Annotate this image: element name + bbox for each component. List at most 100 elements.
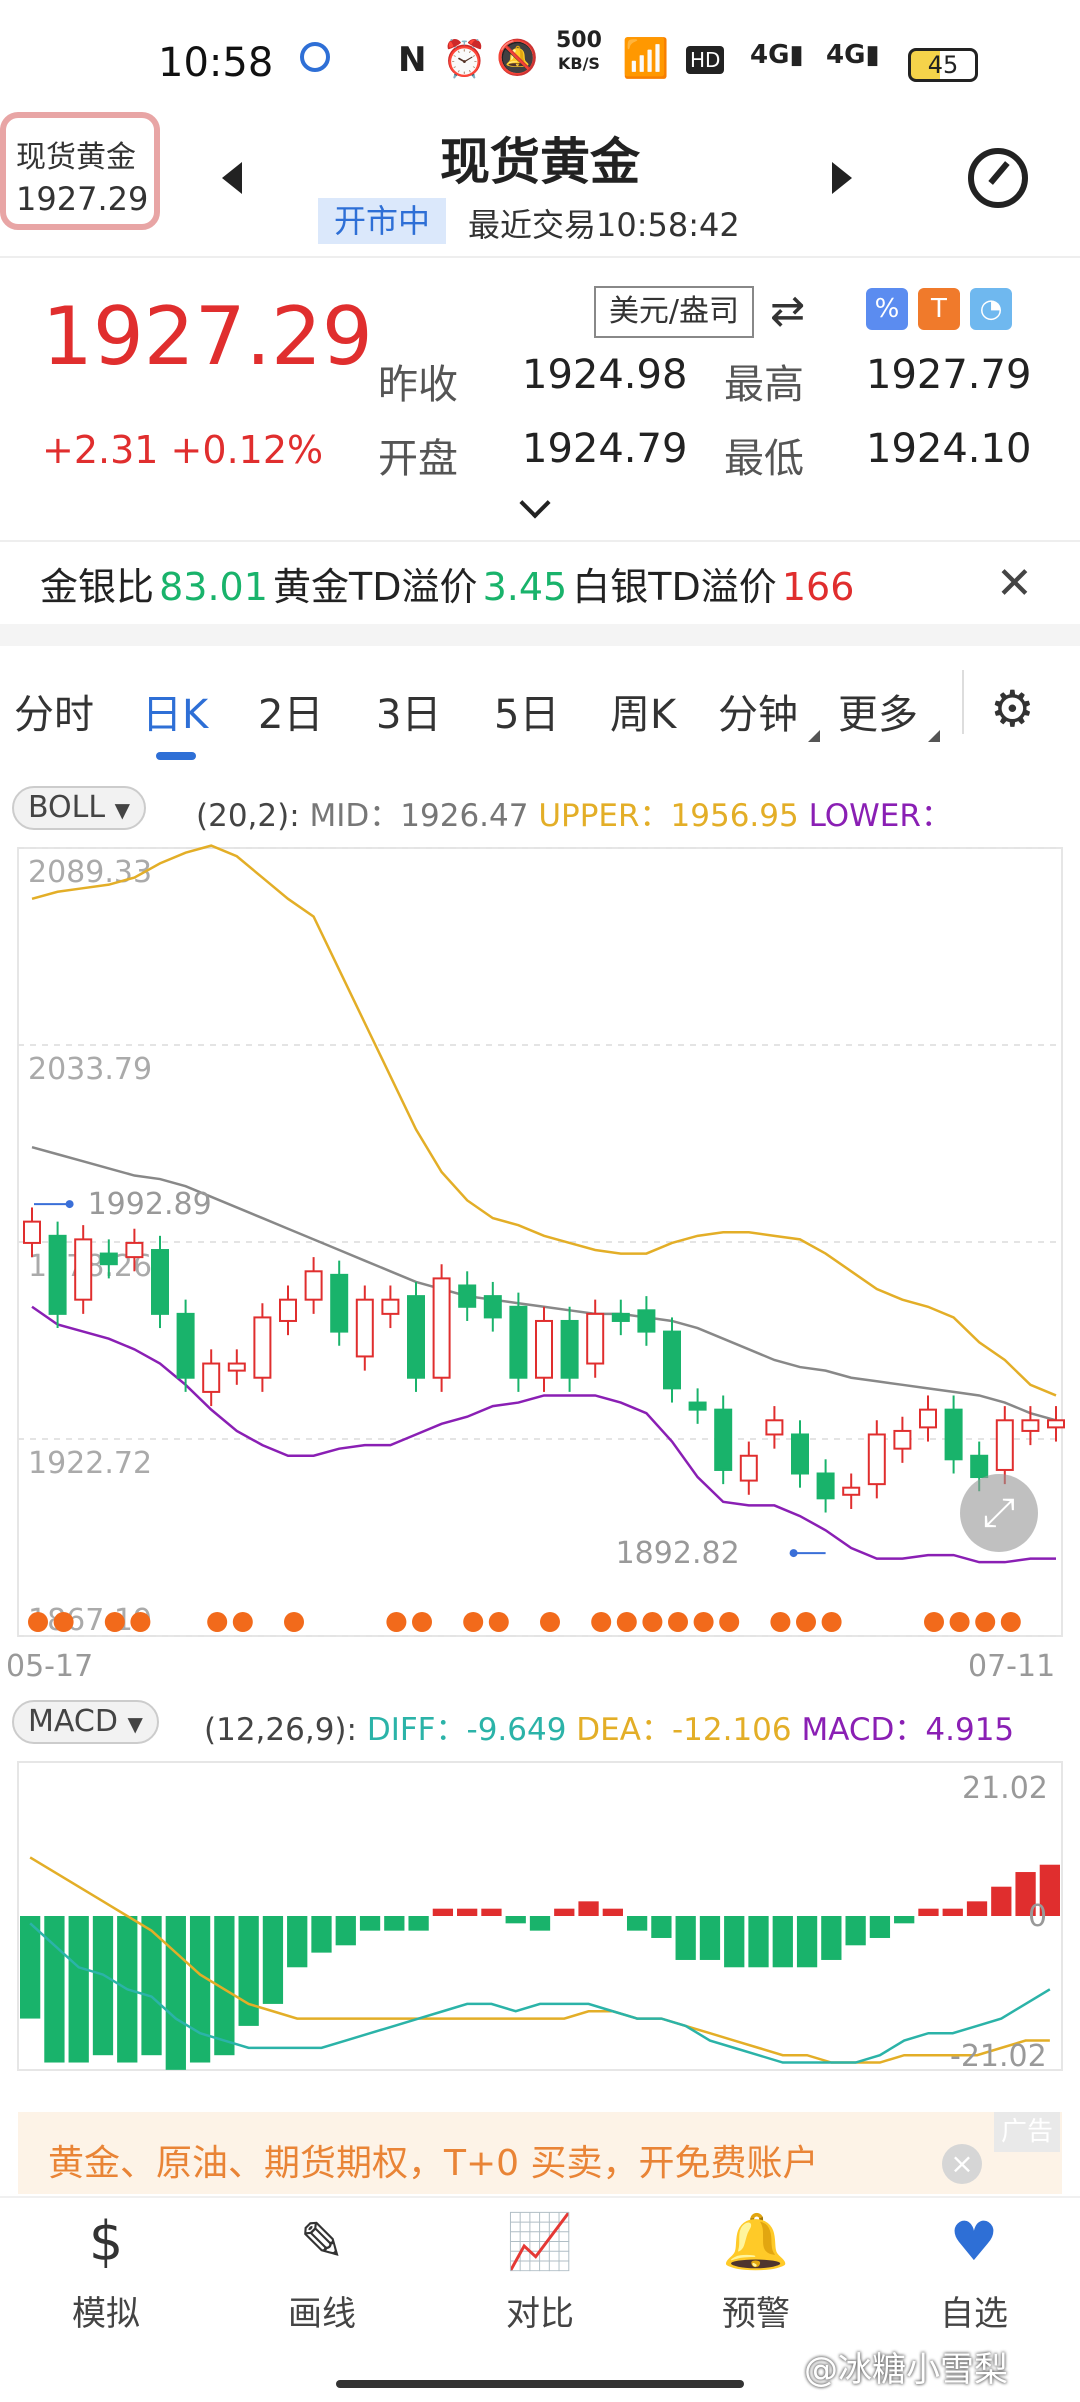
candle-body <box>381 1298 400 1315</box>
signal-dot <box>207 1612 228 1632</box>
prev-close-label: 昨收 <box>378 362 458 408</box>
candle-body <box>23 1220 41 1244</box>
percent-tool-icon[interactable]: % <box>866 288 908 330</box>
signal-dot <box>284 1612 304 1632</box>
expand-chevron-icon[interactable] <box>519 487 551 519</box>
settings-gear-icon[interactable]: ⚙ <box>990 680 1035 738</box>
min-price-label: 1892.82 <box>616 1536 740 1571</box>
candle-body <box>509 1305 528 1379</box>
candle-body <box>74 1238 93 1301</box>
macd-bar <box>894 1916 915 1924</box>
candle-body <box>560 1319 579 1379</box>
macd-bar <box>991 1886 1012 1916</box>
candle-body <box>944 1408 963 1461</box>
signal-4g-icon-1: 4G▮ <box>750 40 804 70</box>
boll-upper: UPPER：1956.95 <box>538 798 799 834</box>
signal-dot <box>53 1612 74 1632</box>
macd-bar <box>651 1916 672 1938</box>
signal-dot <box>949 1612 970 1632</box>
nav-simulate[interactable]: $ 模拟 <box>26 2210 186 2335</box>
tab-daily-k[interactable]: 日K <box>142 692 209 738</box>
candle-body <box>816 1472 835 1500</box>
net-speed: 500 KB/S <box>556 28 602 74</box>
nav-compare[interactable]: 📈 对比 <box>460 2210 620 2335</box>
macd-macd: MACD：4.915 <box>801 1712 1015 1748</box>
nav-alert[interactable]: 🔔 预警 <box>676 2210 836 2335</box>
candle-body <box>432 1277 451 1379</box>
last-trade-time: 最近交易10:58:42 <box>468 206 740 244</box>
close-icon[interactable]: ✕ <box>996 558 1033 609</box>
pie-tool-icon[interactable]: ◔ <box>970 288 1012 330</box>
swap-icon[interactable]: ⇄ <box>770 286 806 335</box>
fullscreen-expand-icon[interactable]: ⤢ <box>960 1474 1038 1552</box>
signal-dot <box>130 1612 151 1632</box>
macd-bar <box>262 1916 284 2004</box>
macd-bar <box>335 1916 356 1946</box>
macd-bar <box>529 1916 551 1931</box>
macd-bar <box>44 1916 65 2063</box>
tab-minute[interactable]: 分钟 <box>718 692 798 738</box>
macd-chip-label: MACD <box>28 1704 118 1739</box>
ad-text[interactable]: 黄金、原油、期货期权，T+0 买卖，开免费账户 <box>48 2143 819 2184</box>
macd-bar <box>384 1916 405 1931</box>
nav-watchlist[interactable]: ♥ 自选 <box>894 2210 1054 2335</box>
macd-chart[interactable]: 21.02 0 -21.02 <box>0 1750 1080 2080</box>
candle-body <box>151 1249 169 1315</box>
low-value: 1924.10 <box>866 426 1032 472</box>
tab-5day[interactable]: 5日 <box>494 692 560 738</box>
mini-quote-back-button[interactable]: 现货黄金 1927.29 <box>0 112 160 230</box>
macd-bar <box>821 1916 842 1960</box>
signal-dot <box>616 1612 637 1632</box>
signal-dot <box>591 1612 612 1632</box>
ratio-bar-text: 金银比 83.01 黄金TD溢价 3.45 白银TD溢价 166 <box>40 556 854 611</box>
macd-dea-line <box>29 1856 1050 2064</box>
candle-body <box>1021 1419 1040 1432</box>
open-value: 1924.79 <box>522 426 688 472</box>
kline-chart[interactable]: 2089.332033.791978.261922.721867.191992.… <box>0 830 1080 1690</box>
boll-indicator-chip[interactable]: BOLL ▼ <box>12 786 147 830</box>
candle-body <box>919 1408 937 1429</box>
boll-chip-caret-icon: ▼ <box>114 798 131 822</box>
macd-bar <box>68 1916 89 2063</box>
candle-body <box>765 1419 784 1436</box>
refresh-icon[interactable] <box>968 148 1028 208</box>
tower-tool-icon[interactable]: T <box>918 288 960 330</box>
tab-3day[interactable]: 3日 <box>376 692 442 738</box>
macd-bar <box>699 1916 721 1960</box>
tab-2day[interactable]: 2日 <box>258 692 324 738</box>
hd-icon: HD <box>686 46 725 74</box>
signal-dot <box>642 1612 663 1632</box>
tab-intraday[interactable]: 分时 <box>14 692 94 738</box>
macd-bar <box>457 1908 478 1916</box>
candle-body <box>688 1401 707 1411</box>
ad-banner[interactable] <box>18 2112 1062 2194</box>
change-value: +2.31 <box>42 428 159 472</box>
ratio-bar <box>0 540 1080 626</box>
change-percent: +0.12% <box>170 428 324 472</box>
tab-weekly-k[interactable]: 周K <box>610 692 677 738</box>
macd-bar <box>602 1908 623 1916</box>
tab-more[interactable]: 更多 <box>838 692 918 738</box>
signal-dot <box>821 1612 842 1632</box>
prev-instrument-icon[interactable] <box>222 162 242 194</box>
macd-dea: DEA：-12.106 <box>576 1712 792 1748</box>
macd-bar <box>845 1916 866 1946</box>
unit-selector-button[interactable]: 美元/盎司 <box>594 286 754 338</box>
macd-y-tick-bottom: -21.02 <box>950 2039 1047 2074</box>
nav-draw-label: 画线 <box>288 2294 356 2334</box>
wifi-icon: 📶 <box>622 36 670 80</box>
candle-body <box>637 1309 656 1333</box>
max-marker-dot <box>65 1200 74 1209</box>
candle-body <box>330 1273 349 1333</box>
signal-dot <box>540 1612 560 1632</box>
signal-dot <box>412 1612 432 1632</box>
ad-close-icon[interactable]: × <box>942 2144 982 2184</box>
next-instrument-icon[interactable] <box>832 162 852 194</box>
macd-indicator-chip[interactable]: MACD ▼ <box>12 1700 159 1744</box>
candle-body <box>253 1316 272 1379</box>
candle-body <box>893 1429 912 1450</box>
nav-draw[interactable]: ✎ 画线 <box>242 2210 402 2335</box>
macd-bar <box>165 1916 186 2070</box>
gs-ratio-value: 83.01 <box>159 565 268 609</box>
macd-y-tick-top: 21.02 <box>962 1771 1048 1806</box>
